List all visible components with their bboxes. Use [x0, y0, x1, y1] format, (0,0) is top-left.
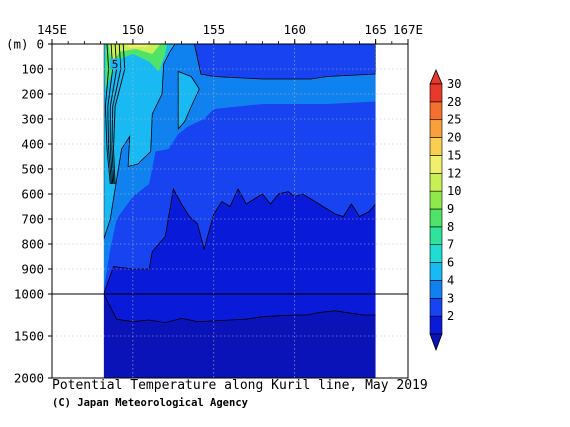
band-4-6: [103, 44, 376, 289]
colorbar-label: 28: [447, 95, 461, 109]
band-15-20: [123, 44, 153, 48]
contour-label-bg: [110, 58, 121, 70]
colorbar-label: 25: [447, 113, 461, 127]
y-tick-label: 0: [36, 37, 44, 52]
colorbar-label: 3: [447, 291, 454, 305]
no-data-east: [375, 44, 408, 378]
colorbar-label: 2: [447, 309, 454, 323]
y-tick-label: 1500: [14, 329, 44, 344]
colorbar-label: 15: [447, 148, 461, 162]
colorbar-swatch: [429, 262, 443, 281]
colorbar-swatch: [429, 208, 443, 228]
contour-label: 5: [112, 58, 119, 71]
colorbar-swatch: [429, 190, 443, 210]
colorbar-label: 12: [447, 166, 461, 180]
colorbar-label: 20: [447, 131, 461, 145]
colorbar-label: 7: [447, 238, 454, 252]
colorbar-swatch: [429, 280, 443, 299]
colorbar-swatch: [429, 83, 443, 103]
colorbar-swatch: [429, 119, 443, 138]
y-tick-label: 1000: [14, 287, 44, 302]
isotherm-4C: [103, 43, 176, 240]
chart-credit: (C) Japan Meteorological Agency: [52, 397, 248, 409]
x-tick-label: 155: [203, 22, 226, 37]
colorbar-label: 9: [447, 202, 454, 216]
x-tick-label: 150: [122, 22, 145, 37]
colorbar-arrow-bottom: [429, 333, 443, 352]
y-tick-label: 100: [21, 62, 44, 77]
y-unit-label: (m): [6, 37, 29, 52]
band-9-10: [105, 44, 167, 89]
band-3-4-surface: [194, 44, 376, 79]
coastal-isotherm-4: [113, 43, 126, 185]
y-tick-label: 900: [21, 262, 44, 277]
colorbar-label: 6: [447, 256, 454, 270]
y-tick-label: 700: [21, 212, 44, 227]
y-tick-label: 2000: [14, 371, 44, 386]
isotherm-4C-patch-2: [177, 70, 200, 131]
colorbar-swatch: [429, 155, 443, 174]
y-tick-label: 400: [21, 137, 44, 152]
coastal-isotherm-3: [111, 43, 122, 185]
y-tick-label: 600: [21, 187, 44, 202]
x-tick-label: 160: [283, 22, 306, 37]
colorbar-swatch: [429, 101, 443, 121]
x-tick-label: 167E: [393, 22, 423, 37]
y-tick-label: 200: [21, 87, 44, 102]
colorbar-label: 8: [447, 220, 454, 234]
colorbar-swatch: [429, 137, 443, 156]
colorbar-label: 4: [447, 273, 454, 287]
colorbar-swatch: [429, 297, 443, 317]
colorbar-label: 10: [447, 184, 461, 198]
chart-title: Potential Temperature along Kuril line, …: [52, 378, 428, 393]
colorbar-swatch: [429, 172, 443, 192]
isotherm-2C: [103, 293, 376, 324]
no-data-west: [52, 44, 104, 378]
colorbar-swatch: [429, 244, 443, 263]
y-tick-label: 500: [21, 162, 44, 177]
y-tick-label: 300: [21, 112, 44, 127]
colorbar-label: 30: [447, 77, 461, 91]
x-tick-label: 145E: [37, 22, 67, 37]
x-tick-label: 165: [364, 22, 387, 37]
band-6-7: [103, 44, 175, 239]
band-6-7-patch: [178, 71, 200, 129]
band-12-15: [108, 44, 161, 64]
coastal-isotherm-0: [104, 43, 111, 185]
colorbar-arrow-top: [429, 68, 443, 85]
isotherm-4C-patch-1: [193, 43, 376, 80]
colorbar-swatch: [429, 226, 443, 246]
isotherm-3C: [103, 187, 376, 295]
y-tick-label: 800: [21, 237, 44, 252]
colorbar-swatch: [429, 315, 443, 335]
